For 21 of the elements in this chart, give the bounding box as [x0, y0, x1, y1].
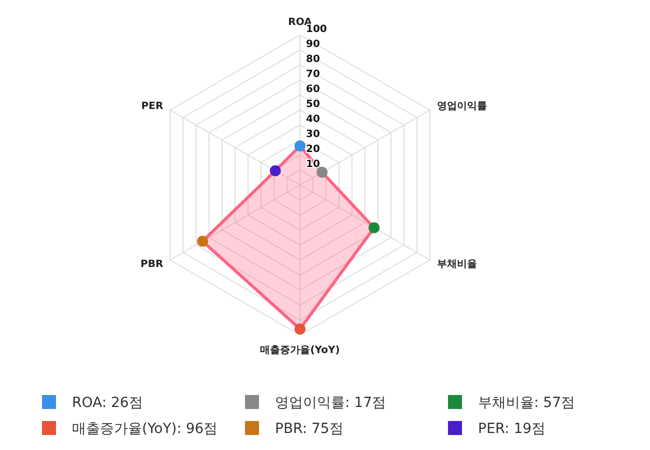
y-tick-label: 20	[306, 144, 320, 155]
spoke-label: 부채비율	[436, 259, 477, 270]
spoke-label: 매출증가율(YoY)	[260, 345, 340, 356]
y-tick-label: 50	[306, 99, 320, 110]
y-tick-label: 80	[306, 54, 320, 65]
spoke-label: 영업이익률	[436, 101, 487, 112]
text: 영업이익률: 17점	[275, 395, 386, 411]
text: ROA: 26점	[72, 395, 143, 411]
y-tick-label: 70	[306, 69, 320, 80]
spoke-label: PBR	[140, 259, 164, 270]
y-tick-label: 40	[306, 114, 320, 125]
text: PBR: 75점	[275, 421, 344, 437]
y-tick-label: 60	[306, 84, 320, 95]
y-tick-label: 30	[306, 129, 320, 140]
text: 매출증가율(YoY): 96점	[72, 421, 218, 437]
y-tick-label: 100	[306, 24, 327, 35]
text: 부채비율: 57점	[478, 395, 575, 411]
text: PER: 19점	[478, 421, 546, 437]
y-tick-label: 90	[306, 39, 320, 50]
spoke-label: PER	[141, 101, 164, 112]
y-tick-label: 10	[306, 159, 320, 170]
